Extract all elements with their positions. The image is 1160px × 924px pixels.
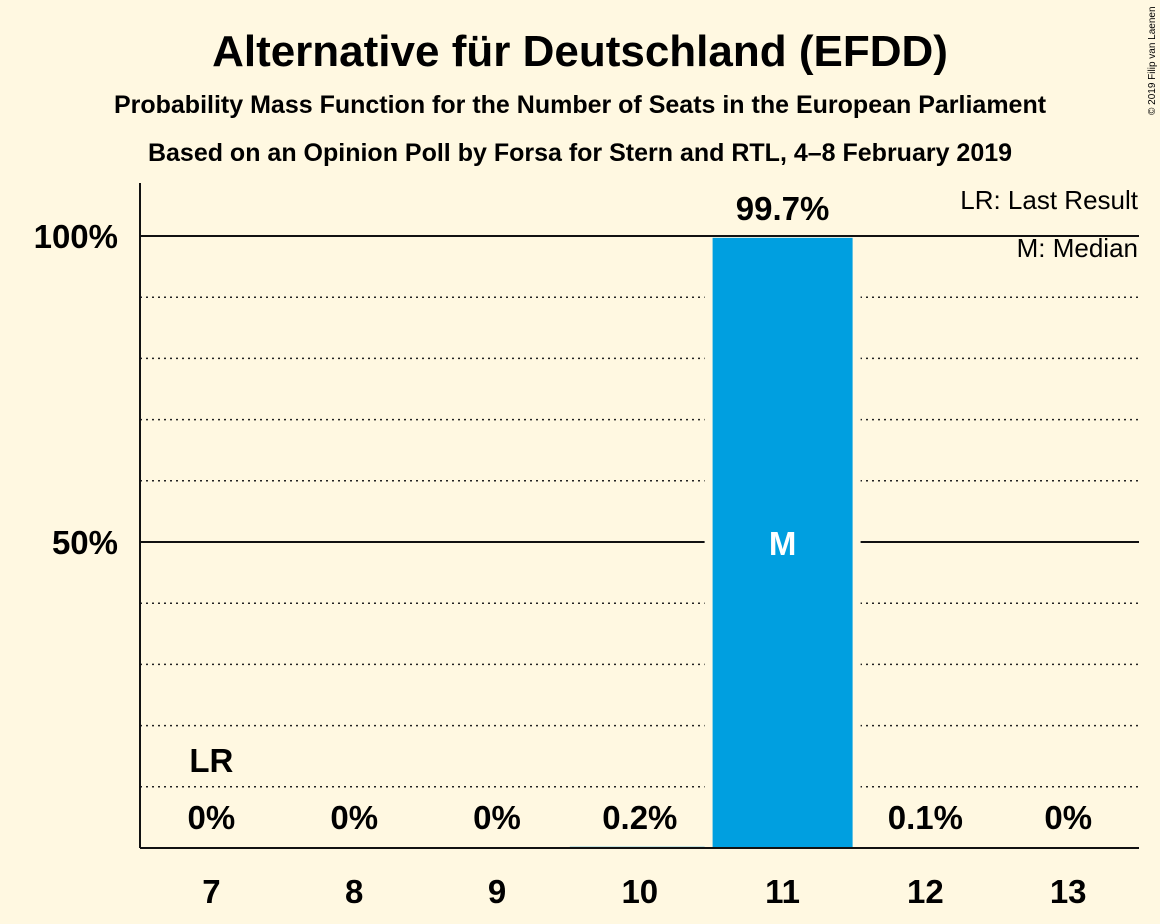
- legend-last-result: LR: Last Result: [960, 185, 1139, 215]
- x-tick-label: 12: [907, 873, 944, 910]
- legend-median: M: Median: [1017, 233, 1138, 263]
- x-tick-label: 9: [488, 873, 506, 910]
- value-label: 0%: [1044, 799, 1092, 836]
- grid: [140, 235, 1139, 788]
- value-label: 0.2%: [602, 799, 677, 836]
- x-tick-label: 10: [621, 873, 658, 910]
- bar: [712, 237, 853, 848]
- x-tick-label: 8: [345, 873, 363, 910]
- bars: [569, 237, 996, 848]
- x-tick-label: 11: [765, 873, 800, 910]
- chart-subtitle: Probability Mass Function for the Number…: [114, 91, 1047, 119]
- value-label: 0%: [330, 799, 378, 836]
- y-tick-label: 50%: [52, 524, 118, 561]
- x-tick-label: 13: [1050, 873, 1087, 910]
- value-label: 99.7%: [736, 190, 830, 227]
- value-label: 0%: [188, 799, 236, 836]
- chart-subtitle-poll: Based on an Opinion Poll by Forsa for St…: [148, 139, 1012, 167]
- last-result-marker: LR: [189, 742, 233, 779]
- chart-title: Alternative für Deutschland (EFDD): [212, 27, 948, 76]
- copyright-text: © 2019 Filip van Laenen: [1147, 6, 1158, 115]
- labels: 50% 100% 0% 7 LR 0% 8 0% 9 0.2% 10 99.7% 11 M 0.1% 12 0%…: [34, 190, 1092, 910]
- value-label: 0%: [473, 799, 521, 836]
- x-tick-label: 7: [202, 873, 220, 910]
- y-tick-label: 100%: [34, 218, 118, 255]
- value-label: 0.1%: [888, 799, 963, 836]
- axes: [139, 183, 1139, 849]
- median-marker: M: [769, 525, 797, 562]
